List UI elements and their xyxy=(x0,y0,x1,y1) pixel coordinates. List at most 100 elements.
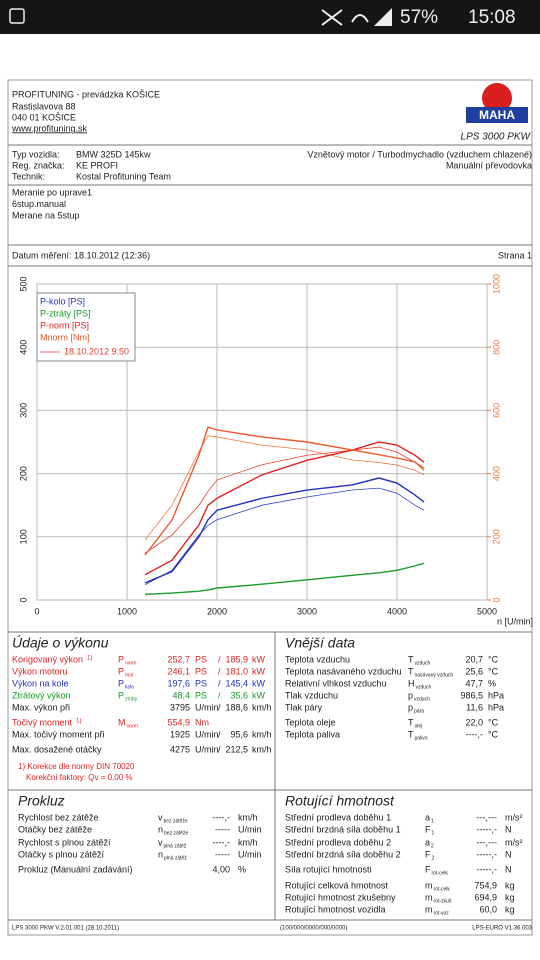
symbol: n xyxy=(158,824,163,834)
y2-tick-label: 400 xyxy=(491,466,501,481)
symbol-sub: plná zátěž xyxy=(164,843,187,849)
symbol-sub: 2 xyxy=(431,843,434,849)
footnote: Korekční faktory: Qv = 0,00 % xyxy=(26,773,133,782)
field-label: Typ vozidla: xyxy=(12,149,60,159)
value: 754,9 xyxy=(474,880,497,890)
x-tick-label: 5000 xyxy=(477,606,497,616)
separator: / xyxy=(218,702,221,712)
unit: hPa xyxy=(488,702,504,712)
value: 35,6 xyxy=(230,690,248,700)
symbol-sub: 1 xyxy=(432,830,435,836)
data-line xyxy=(144,446,425,554)
symbol: T xyxy=(408,717,414,727)
value: ----,- xyxy=(213,837,231,847)
row-label: Střední prodleva doběhu 1 xyxy=(285,812,391,822)
value: -----,- xyxy=(477,824,497,834)
value: ---,--- xyxy=(477,837,497,847)
unit: hPa xyxy=(488,690,504,700)
unit: m/s² xyxy=(505,837,523,847)
value: 3795 xyxy=(170,702,190,712)
page-frame xyxy=(7,79,533,936)
page-number: Strana 1 xyxy=(498,250,532,260)
unit: km/h xyxy=(238,812,258,822)
unit: kW xyxy=(252,678,266,688)
symbol: m xyxy=(425,904,433,914)
unit: kg xyxy=(505,880,515,890)
unit: % xyxy=(488,678,496,688)
symbol-sub: pára xyxy=(414,708,424,714)
row-label: Síla rotující hmotnosti xyxy=(285,864,372,874)
row-label: Teplota oleje xyxy=(285,717,336,727)
website: www.profituning.sk xyxy=(11,123,88,133)
unit: km/h xyxy=(238,837,258,847)
unit: km/h xyxy=(252,702,272,712)
symbol: M xyxy=(118,717,126,727)
section-title: Rotující hmotnost xyxy=(285,793,395,809)
symbol: P xyxy=(118,666,124,676)
separator: / xyxy=(218,744,221,754)
data-line xyxy=(144,477,425,584)
unit: U/min xyxy=(195,729,219,739)
unit: % xyxy=(238,864,246,874)
symbol-sub: mot xyxy=(125,672,134,678)
symbol-sub: 1 xyxy=(431,818,434,824)
row-label: Střední brzdná síla doběhu 2 xyxy=(285,849,401,859)
row-label: Teplota paliva xyxy=(285,729,340,739)
value: 197,6 xyxy=(167,678,190,688)
y2-tick-label: 800 xyxy=(491,340,501,355)
data-line xyxy=(144,435,425,541)
separator: / xyxy=(218,690,221,700)
separator: / xyxy=(218,729,221,739)
value: ----,- xyxy=(213,812,231,822)
footnote-mark: 1) xyxy=(76,719,81,725)
section-title: Údaje o výkonu xyxy=(12,635,109,651)
symbol: F xyxy=(425,824,431,834)
logo-text: MAHA xyxy=(479,108,515,122)
wifi-icon xyxy=(351,14,369,23)
value: 47,7 xyxy=(465,678,483,688)
unit: kg xyxy=(505,892,515,902)
row-label: Rotující hmotnost zkušebny xyxy=(285,892,396,902)
y2-tick-label: 1000 xyxy=(491,274,501,294)
value: 145,4 xyxy=(225,678,248,688)
date: Datum měření: 18.10.2012 (12:36) xyxy=(12,250,150,260)
separator: / xyxy=(218,654,221,664)
value: 185,9 xyxy=(225,654,248,664)
row-label: Rychlost bez zátěže xyxy=(18,812,99,822)
company: PROFITUNING - prevádzka KOŠICE xyxy=(12,89,160,99)
symbol: p xyxy=(408,690,413,700)
symbol: F xyxy=(425,849,431,859)
unit: N xyxy=(505,864,512,874)
symbol-sub: kolo xyxy=(125,684,134,690)
y-tick-label: 500 xyxy=(18,276,28,291)
row-label: Max. výkon při xyxy=(12,702,70,712)
row-label: Teplota nasávaného vzduchu xyxy=(285,666,402,676)
row-label: Teplota vzduchu xyxy=(285,654,350,664)
symbol-sub: bez zátěže xyxy=(164,830,188,836)
note: Merane na 5stup xyxy=(12,210,80,220)
notification-icon xyxy=(9,8,25,24)
field-value: BMW 325D 145kw xyxy=(76,149,151,159)
x-tick-label: 1000 xyxy=(117,606,137,616)
logo-emblem xyxy=(482,83,512,113)
unit: °C xyxy=(488,717,499,727)
symbol: v xyxy=(158,837,163,847)
y2-tick-label: 600 xyxy=(491,403,501,418)
symbol-sub: vzduch xyxy=(414,696,430,702)
x-tick-label: 2000 xyxy=(207,606,227,616)
unit: U/min xyxy=(195,744,219,754)
signal-icon xyxy=(374,8,392,26)
separator: / xyxy=(218,666,221,676)
value: ----- xyxy=(215,824,230,834)
symbol-sub: vzduch xyxy=(416,684,432,690)
symbol-sub: rot-celk xyxy=(434,886,451,892)
symbol-sub: vzduch xyxy=(415,660,431,666)
legend-label: P-ztráty [PS] xyxy=(40,308,91,318)
value: 1925 xyxy=(170,729,190,739)
row-label: Relativní vlhkost vzduchu xyxy=(285,678,387,688)
unit: km/h xyxy=(252,729,272,739)
legend-label: P-kolo [PS] xyxy=(40,296,85,306)
row-label: Korigovaný výkon xyxy=(12,654,83,664)
y-tick-label: 200 xyxy=(18,466,28,481)
